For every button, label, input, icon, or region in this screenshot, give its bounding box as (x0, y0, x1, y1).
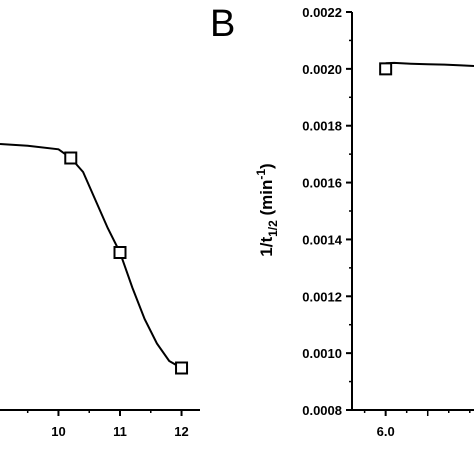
panel-b-y-tick-label: 0.0020 (302, 62, 342, 77)
panel-a-fit-curve (0, 143, 182, 369)
panel-a-x-tick-label: 11 (113, 424, 127, 439)
panel-a-marker (175, 361, 189, 375)
panel-a-markers (64, 151, 189, 375)
panel-b-y-axis-label: 1/t1/2 (min-1) (254, 163, 280, 256)
panel-b-letter: B (210, 3, 235, 45)
panel-b-markers (379, 62, 393, 76)
panel-a: 10 11 12 (0, 143, 200, 439)
panel-b-y-tick-label: 0.0018 (302, 119, 342, 134)
panel-a-x-tick-label: 10 (51, 424, 65, 439)
panel-a-marker (113, 246, 127, 259)
panel-b-y-tick-label: 0.0022 (302, 5, 342, 20)
panel-b-marker (379, 62, 393, 76)
panel-a-x-ticks: 10 11 12 (26, 410, 189, 439)
panel-b-y-tick-label: 0.0012 (302, 289, 342, 304)
panel-b-y-ticks: 0.0008 0.0010 0.0012 0.0014 0.0016 0.0018 0.00… (302, 5, 352, 418)
panel-b-fit-curve (385, 61, 474, 67)
panel-b-x-ticks: 6.0 (363, 410, 471, 439)
panel-b: B 0.00080.00100.00120.00140.00160.00180.… (210, 3, 474, 439)
panel-a-x-tick-label: 12 (174, 424, 188, 439)
panel-b-y-tick-label: 0.0008 (302, 403, 342, 418)
panel-b-y-tick-label: 0.0010 (302, 346, 342, 361)
panel-b-y-tick-label: 0.0014 (302, 232, 343, 247)
panel-b-y-tick-label: 0.0016 (302, 176, 342, 191)
panel-b-x-tick-label: 6.0 (377, 424, 395, 439)
panel-a-marker (64, 151, 78, 165)
